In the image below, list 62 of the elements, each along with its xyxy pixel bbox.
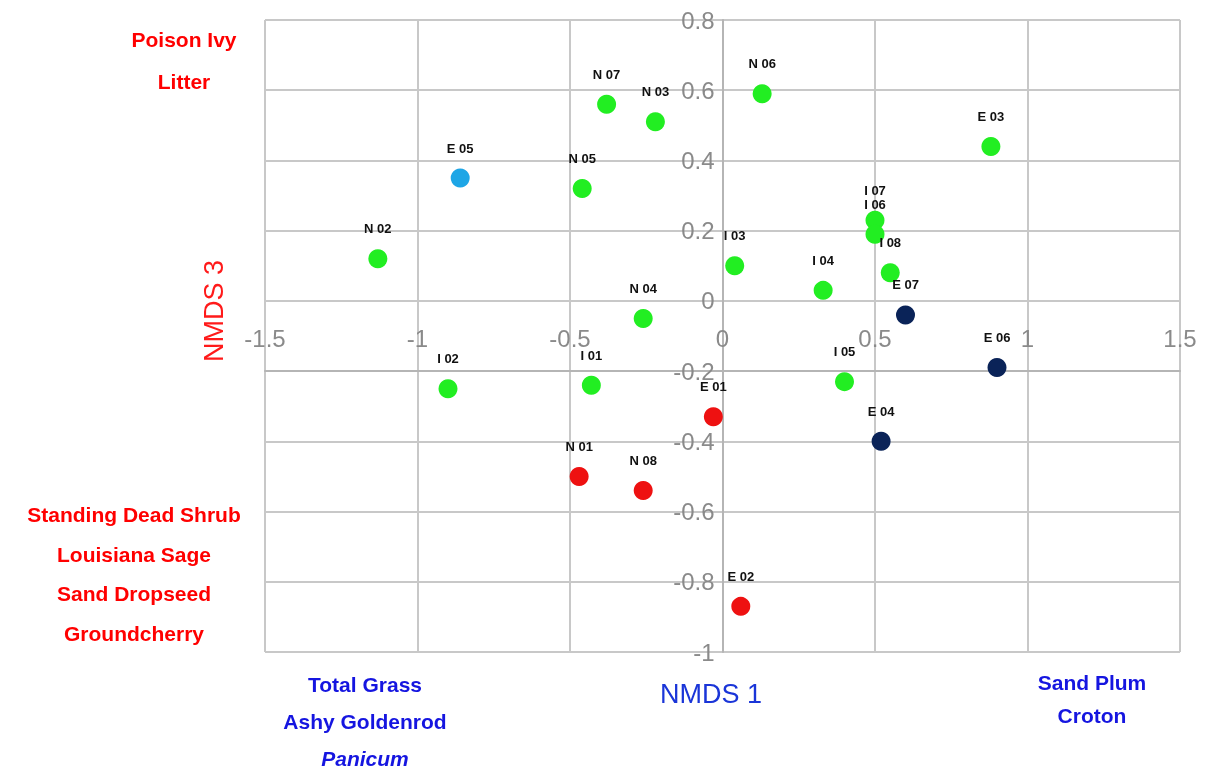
data-label: I 07: [864, 182, 886, 198]
x-tick-label: 1.5: [1163, 325, 1197, 353]
y-tick-label: -0.6: [673, 498, 715, 526]
point: [645, 112, 665, 132]
y-tick-label: 0.2: [681, 217, 715, 245]
data-label: N 04: [629, 280, 658, 296]
point: [981, 136, 1001, 156]
data-label: E 02: [727, 568, 755, 584]
data-label: N 06: [748, 56, 776, 72]
point: [597, 94, 617, 114]
data-label: E 05: [446, 140, 474, 156]
text: Poison Ivy Litter: [131, 27, 237, 93]
y-tick-label: 0.6: [681, 76, 715, 104]
data-label: E 04: [867, 403, 896, 419]
data-label: E 06: [983, 330, 1011, 346]
y-tick-label: -1: [693, 638, 715, 666]
point: [633, 480, 653, 500]
data-label: I 05: [833, 344, 856, 360]
point: [835, 372, 854, 392]
y-tick-label: 0: [701, 287, 715, 315]
y-axis-title: NMDS 3: [198, 259, 229, 362]
point: [871, 431, 891, 451]
data-label: N 08: [629, 452, 657, 468]
x-tick-label: 1: [1020, 325, 1035, 353]
point: [813, 280, 833, 300]
data-label: I 06: [864, 196, 886, 212]
y-tick-label: -0.8: [673, 568, 715, 596]
y-tick-label: 0.8: [681, 6, 715, 34]
point: [450, 168, 470, 188]
point: [438, 379, 458, 399]
y-tick-label: -0.4: [673, 427, 715, 455]
data-label: E 03: [977, 108, 1005, 124]
data-label: I 02: [437, 351, 459, 367]
text: Standing Dead Shrub Louisiana Sage Sand Dropseed Groundcherry: [27, 503, 241, 645]
point: [633, 308, 653, 328]
point: [731, 596, 751, 616]
y-tick-label: 0.4: [681, 146, 715, 174]
point: [581, 375, 601, 395]
data-label: E 07: [892, 277, 919, 293]
data-label: I 08: [879, 235, 902, 251]
point: [569, 466, 589, 486]
data-label: I 01: [580, 347, 603, 363]
point: [896, 305, 915, 325]
x-tick-label: -1.5: [244, 325, 286, 353]
text: Sand Plum Croton: [1037, 671, 1147, 727]
text: Total Grass Ashy Goldenrod Panicum: [283, 673, 447, 769]
data-label: N 02: [364, 221, 392, 237]
data-label: N 03: [641, 84, 670, 100]
point: [703, 407, 723, 427]
point: [368, 249, 388, 269]
point: [752, 84, 772, 104]
point: [725, 256, 745, 276]
data-label: N 01: [565, 438, 593, 454]
data-label: N 07: [592, 66, 621, 82]
point: [987, 358, 1007, 378]
x-tick-label: 0.5: [858, 325, 892, 353]
x-tick-label: -1: [406, 325, 429, 353]
data-label: I 04: [812, 252, 835, 268]
point: [572, 179, 592, 199]
x-axis-title: NMDS 1: [660, 678, 763, 709]
data-label: N 05: [568, 151, 596, 167]
data-label: I 03: [723, 228, 746, 244]
